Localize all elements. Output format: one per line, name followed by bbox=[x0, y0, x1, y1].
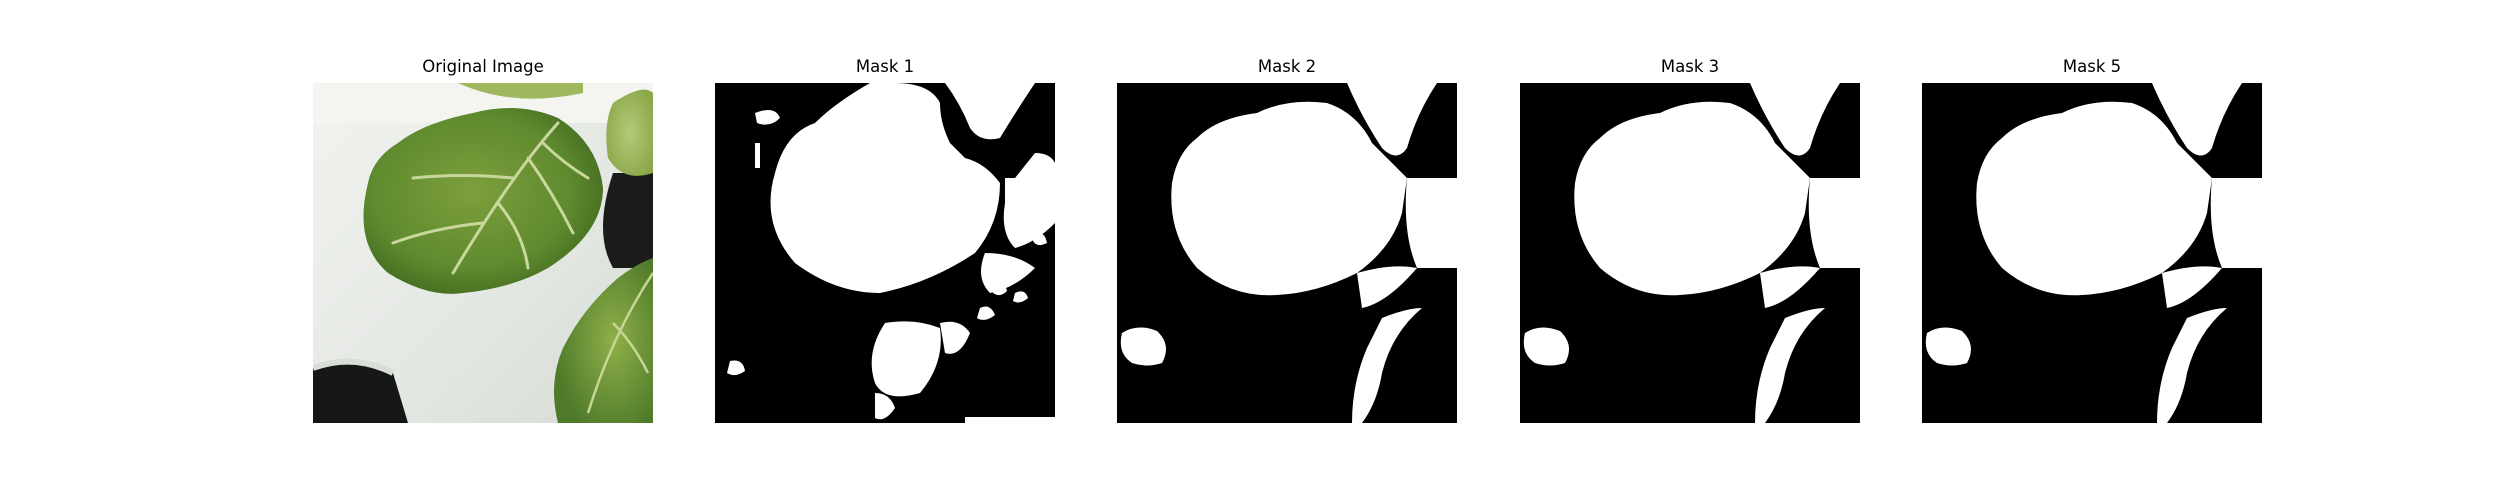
segmentation-mask-3 bbox=[1520, 83, 1860, 423]
panel-title: Original Image bbox=[422, 57, 544, 76]
segmentation-mask-5 bbox=[1922, 83, 2262, 423]
segmentation-mask-1 bbox=[715, 83, 1055, 423]
panel-title: Mask 3 bbox=[1660, 57, 1720, 76]
segmentation-mask-2 bbox=[1117, 83, 1457, 423]
panel-title: Mask 2 bbox=[1257, 57, 1317, 76]
panel-title: Mask 5 bbox=[2062, 57, 2122, 76]
original-plant-photo bbox=[313, 83, 653, 423]
panel-title: Mask 1 bbox=[855, 57, 915, 76]
